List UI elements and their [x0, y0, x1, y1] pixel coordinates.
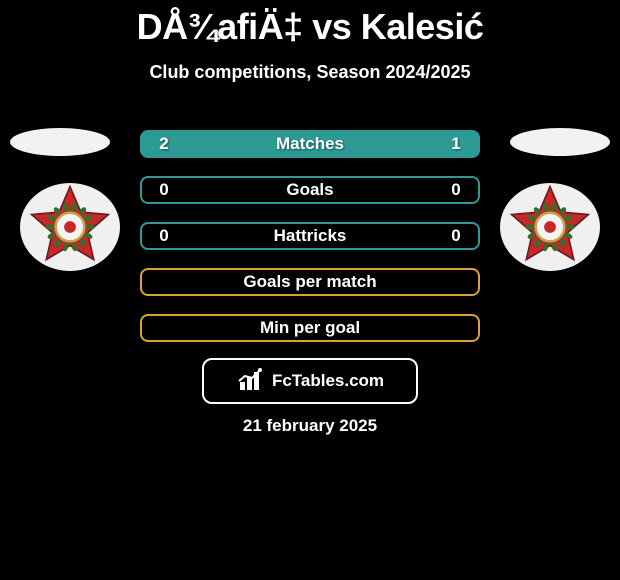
club-badge-right-icon — [508, 185, 592, 269]
club-badge-right — [500, 183, 600, 271]
subtitle: Club competitions, Season 2024/2025 — [0, 62, 620, 83]
stat-row-goals: 0Goals0 — [140, 176, 480, 204]
date-line: 21 february 2025 — [0, 416, 620, 436]
fctables-label: FcTables.com — [272, 371, 384, 391]
stat-label: Goals per match — [176, 272, 444, 292]
stat-rows: 2Matches10Goals00Hattricks0Goals per mat… — [140, 130, 480, 360]
stat-label: Goals — [176, 180, 444, 200]
flag-right — [510, 128, 610, 156]
stat-right-value: 1 — [444, 134, 468, 154]
stat-left-value: 0 — [152, 226, 176, 246]
club-badge-left — [20, 183, 120, 271]
stat-row-goals-per-match: Goals per match — [140, 268, 480, 296]
flag-left — [10, 128, 110, 156]
club-badge-left-icon — [28, 185, 112, 269]
stat-label: Min per goal — [176, 318, 444, 338]
fctables-logo[interactable]: FcTables.com — [202, 358, 418, 404]
stat-row-hattricks: 0Hattricks0 — [140, 222, 480, 250]
stat-right-value: 0 — [444, 226, 468, 246]
stat-left-value: 0 — [152, 180, 176, 200]
stat-row-matches: 2Matches1 — [140, 130, 480, 158]
stat-right-value: 0 — [444, 180, 468, 200]
stat-left-value: 2 — [152, 134, 176, 154]
stat-label: Hattricks — [176, 226, 444, 246]
fctables-chart-icon — [236, 368, 266, 394]
page-title: DÅ¾afiÄ‡ vs Kalesić — [0, 6, 620, 48]
stat-row-min-per-goal: Min per goal — [140, 314, 480, 342]
stat-label: Matches — [176, 134, 444, 154]
